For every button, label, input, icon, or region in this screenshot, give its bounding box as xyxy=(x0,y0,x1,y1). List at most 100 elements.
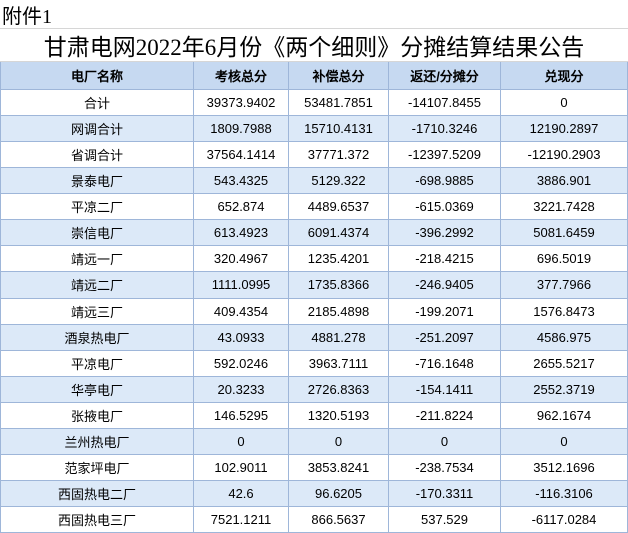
score-cell: 42.6 xyxy=(194,480,289,506)
plant-name-cell: 靖远一厂 xyxy=(1,246,194,272)
score-cell: 6091.4374 xyxy=(289,220,389,246)
score-cell: 320.4967 xyxy=(194,246,289,272)
plant-name-cell: 华亭电厂 xyxy=(1,376,194,402)
score-cell: 2185.4898 xyxy=(289,298,389,324)
attachment-label: 附件1 xyxy=(0,0,628,29)
score-cell: 4586.975 xyxy=(501,324,628,350)
plant-name-cell: 靖远二厂 xyxy=(1,272,194,298)
score-cell: 4489.6537 xyxy=(289,194,389,220)
plant-name-cell: 靖远三厂 xyxy=(1,298,194,324)
score-cell: 53481.7851 xyxy=(289,90,389,116)
table-row: 西固热电二厂 42.6 96.6205 -170.3311 -116.3106 xyxy=(1,480,628,507)
score-cell: 3886.901 xyxy=(501,168,628,194)
score-cell: 37564.1414 xyxy=(194,142,289,168)
table-row: 合计 39373.9402 53481.7851 -14107.8455 0 xyxy=(1,90,628,117)
score-cell: -211.8224 xyxy=(389,402,501,428)
column-header-3: 返还/分摊分 xyxy=(389,62,501,89)
score-cell: 377.7966 xyxy=(501,272,628,298)
score-cell: 1576.8473 xyxy=(501,298,628,324)
score-cell: 866.5637 xyxy=(289,507,389,533)
table-row: 靖远二厂 1111.0995 1735.8366 -246.9405 377.7966 xyxy=(1,272,628,299)
plant-name-cell: 酒泉热电厂 xyxy=(1,324,194,350)
score-cell: 2552.3719 xyxy=(501,376,628,402)
plant-name-cell: 景泰电厂 xyxy=(1,168,194,194)
table-row: 靖远三厂 409.4354 2185.4898 -199.2071 1576.8473 xyxy=(1,298,628,325)
score-cell: 962.1674 xyxy=(501,402,628,428)
score-cell: 102.9011 xyxy=(194,454,289,480)
table-header-row: 电厂名称 考核总分 补偿总分 返还/分摊分 兑现分 xyxy=(1,62,628,90)
score-cell: 5129.322 xyxy=(289,168,389,194)
score-cell: 15710.4131 xyxy=(289,116,389,142)
table-row: 张掖电厂 146.5295 1320.5193 -211.8224 962.1674 xyxy=(1,402,628,429)
score-cell: 5081.6459 xyxy=(501,220,628,246)
score-cell: 1111.0995 xyxy=(194,272,289,298)
score-cell: 12190.2897 xyxy=(501,116,628,142)
column-header-1: 考核总分 xyxy=(194,62,289,89)
score-cell: -698.9885 xyxy=(389,168,501,194)
score-cell: -154.1411 xyxy=(389,376,501,402)
score-cell: -218.4215 xyxy=(389,246,501,272)
score-cell: -116.3106 xyxy=(501,480,628,506)
score-cell: 3221.7428 xyxy=(501,194,628,220)
score-cell: 0 xyxy=(289,428,389,454)
score-cell: 1235.4201 xyxy=(289,246,389,272)
page-title: 甘肃电网2022年6月份《两个细则》分摊结算结果公告 xyxy=(0,29,628,62)
table-row: 西固热电三厂 7521.1211 866.5637 537.529 -6117.0284 xyxy=(1,507,628,533)
score-cell: -12397.5209 xyxy=(389,142,501,168)
column-header-4: 兑现分 xyxy=(501,62,628,89)
score-cell: 146.5295 xyxy=(194,402,289,428)
score-cell: 0 xyxy=(389,428,501,454)
score-cell: 7521.1211 xyxy=(194,507,289,533)
plant-name-cell: 平凉电厂 xyxy=(1,350,194,376)
score-cell: -199.2071 xyxy=(389,298,501,324)
score-cell: 3963.7111 xyxy=(289,350,389,376)
score-cell: 543.4325 xyxy=(194,168,289,194)
plant-name-cell: 西固热电三厂 xyxy=(1,507,194,533)
table-row: 平凉二厂 652.874 4489.6537 -615.0369 3221.7428 xyxy=(1,194,628,221)
score-cell: 537.529 xyxy=(389,507,501,533)
score-cell: 37771.372 xyxy=(289,142,389,168)
score-cell: 3853.8241 xyxy=(289,454,389,480)
table-row: 酒泉热电厂 43.0933 4881.278 -251.2097 4586.975 xyxy=(1,324,628,351)
plant-name-cell: 西固热电二厂 xyxy=(1,480,194,506)
table-row: 华亭电厂 20.3233 2726.8363 -154.1411 2552.3719 xyxy=(1,376,628,403)
score-cell: -14107.8455 xyxy=(389,90,501,116)
score-cell: -170.3311 xyxy=(389,480,501,506)
plant-name-cell: 网调合计 xyxy=(1,116,194,142)
column-header-0: 电厂名称 xyxy=(1,62,194,89)
plant-name-cell: 兰州热电厂 xyxy=(1,428,194,454)
score-cell: -251.2097 xyxy=(389,324,501,350)
table-row: 网调合计 1809.7988 15710.4131 -1710.3246 12190.2… xyxy=(1,116,628,143)
settlement-table: 电厂名称 考核总分 补偿总分 返还/分摊分 兑现分 合计 39373.9402 53481.… xyxy=(0,62,628,533)
plant-name-cell: 合计 xyxy=(1,90,194,116)
score-cell: -716.1648 xyxy=(389,350,501,376)
score-cell: 4881.278 xyxy=(289,324,389,350)
plant-name-cell: 省调合计 xyxy=(1,142,194,168)
score-cell: 2726.8363 xyxy=(289,376,389,402)
score-cell: 613.4923 xyxy=(194,220,289,246)
score-cell: 1735.8366 xyxy=(289,272,389,298)
score-cell: -6117.0284 xyxy=(501,507,628,533)
score-cell: -615.0369 xyxy=(389,194,501,220)
score-cell: 3512.1696 xyxy=(501,454,628,480)
table-row: 景泰电厂 543.4325 5129.322 -698.9885 3886.901 xyxy=(1,168,628,195)
table-row: 靖远一厂 320.4967 1235.4201 -218.4215 696.5019 xyxy=(1,246,628,273)
plant-name-cell: 张掖电厂 xyxy=(1,402,194,428)
table-row: 平凉电厂 592.0246 3963.7111 -716.1648 2655.5217 xyxy=(1,350,628,377)
score-cell: 0 xyxy=(501,428,628,454)
column-header-2: 补偿总分 xyxy=(289,62,389,89)
table-body: 合计 39373.9402 53481.7851 -14107.8455 0 网调合计 18… xyxy=(1,90,628,533)
score-cell: -238.7534 xyxy=(389,454,501,480)
score-cell: 0 xyxy=(501,90,628,116)
table-row: 省调合计 37564.1414 37771.372 -12397.5209 -12190… xyxy=(1,142,628,169)
score-cell: -396.2992 xyxy=(389,220,501,246)
score-cell: -1710.3246 xyxy=(389,116,501,142)
plant-name-cell: 崇信电厂 xyxy=(1,220,194,246)
score-cell: 96.6205 xyxy=(289,480,389,506)
score-cell: 20.3233 xyxy=(194,376,289,402)
score-cell: 696.5019 xyxy=(501,246,628,272)
score-cell: 39373.9402 xyxy=(194,90,289,116)
plant-name-cell: 平凉二厂 xyxy=(1,194,194,220)
score-cell: 0 xyxy=(194,428,289,454)
table-row: 崇信电厂 613.4923 6091.4374 -396.2992 5081.6459 xyxy=(1,220,628,247)
